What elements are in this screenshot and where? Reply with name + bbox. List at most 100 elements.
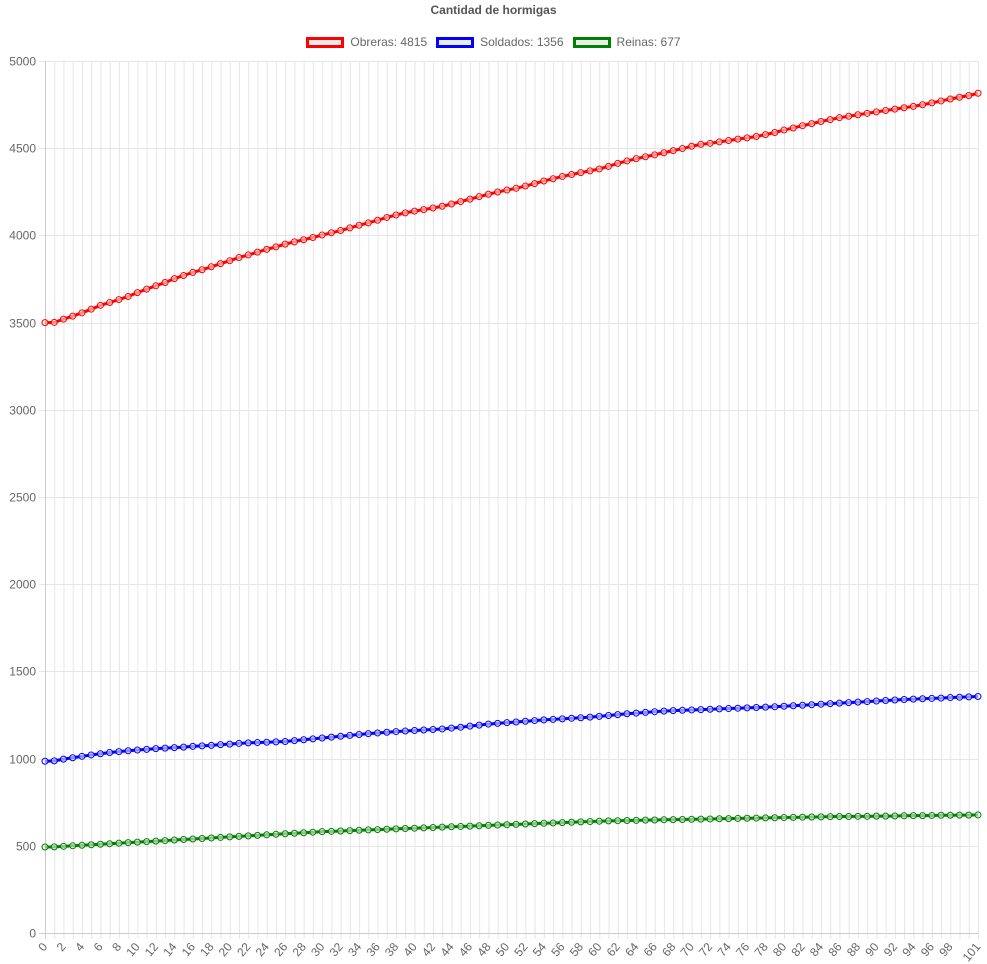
y-tick-label: 3500 — [9, 317, 36, 331]
x-tick-label: 88 — [844, 940, 864, 959]
data-point — [290, 737, 298, 745]
data-point — [946, 95, 954, 103]
data-point — [789, 702, 797, 710]
data-point — [281, 830, 289, 838]
data-point — [715, 138, 723, 146]
x-tick-label: 36 — [364, 940, 384, 959]
x-tick-label: 82 — [788, 940, 808, 959]
data-point — [475, 822, 483, 830]
data-point — [632, 816, 640, 824]
data-point — [808, 701, 816, 709]
data-point — [374, 826, 382, 834]
data-point — [494, 821, 502, 829]
data-point — [817, 813, 825, 821]
data-point — [180, 836, 188, 844]
data-point — [549, 715, 557, 723]
x-tick-label: 78 — [752, 940, 772, 959]
data-point — [447, 724, 455, 732]
data-point — [909, 812, 917, 820]
data-point — [420, 824, 428, 832]
data-point — [133, 289, 141, 297]
data-point — [69, 312, 77, 320]
data-point — [106, 299, 114, 307]
data-point — [715, 705, 723, 713]
data-point — [290, 829, 298, 837]
data-point — [50, 757, 58, 765]
data-point — [817, 700, 825, 708]
data-point — [355, 731, 363, 739]
chart-title: Cantidad de hormigas — [430, 3, 557, 17]
data-point — [115, 839, 123, 847]
y-tick-label: 1000 — [9, 753, 36, 767]
data-point — [503, 719, 511, 727]
data-point — [235, 254, 243, 262]
data-point — [641, 816, 649, 824]
data-point — [706, 705, 714, 713]
data-point — [956, 693, 964, 701]
data-point — [318, 231, 326, 239]
data-point — [540, 177, 548, 185]
legend-item-soldados[interactable]: Soldados: 1356 — [436, 35, 564, 49]
legend-item-reinas[interactable]: Reinas: 677 — [572, 35, 681, 49]
data-point — [743, 134, 751, 142]
data-point — [660, 149, 668, 157]
data-point — [457, 723, 465, 731]
data-point — [937, 694, 945, 702]
data-point — [715, 815, 723, 823]
data-point — [392, 728, 400, 736]
data-point — [143, 745, 151, 753]
data-point — [217, 833, 225, 841]
data-point — [826, 813, 834, 821]
data-point — [87, 751, 95, 759]
data-point — [106, 840, 114, 848]
data-point — [771, 129, 779, 136]
data-point — [771, 814, 779, 822]
data-point — [734, 704, 742, 712]
data-point — [752, 133, 760, 141]
data-point — [974, 811, 982, 819]
data-point — [383, 825, 391, 833]
data-point — [69, 754, 77, 762]
data-point — [161, 278, 169, 286]
data-point — [78, 309, 86, 317]
data-point — [180, 272, 188, 280]
data-point — [798, 701, 806, 709]
x-tick-label: 70 — [678, 940, 698, 959]
data-point — [771, 703, 779, 711]
data-point — [521, 182, 529, 190]
data-point — [928, 694, 936, 702]
data-point — [835, 699, 843, 707]
data-point — [965, 693, 973, 701]
data-point — [531, 717, 539, 725]
data-point — [401, 727, 409, 735]
data-point — [124, 839, 132, 847]
x-tick-label: 98 — [936, 940, 956, 959]
data-point — [946, 811, 954, 819]
legend-item-obreras[interactable]: Obreras: 4815 — [306, 35, 427, 49]
data-point — [678, 145, 686, 153]
data-point — [355, 221, 363, 229]
data-point — [762, 703, 770, 711]
data-point — [401, 209, 409, 217]
data-point — [817, 118, 825, 126]
data-point — [586, 818, 594, 826]
x-tick-label: 68 — [659, 940, 679, 959]
data-point — [226, 740, 234, 748]
data-point — [235, 739, 243, 747]
data-point — [189, 742, 197, 750]
data-point — [50, 318, 58, 326]
data-point — [725, 137, 733, 145]
data-point — [115, 296, 123, 304]
y-tick-label: 3000 — [9, 404, 36, 418]
x-tick-label: 46 — [456, 940, 476, 959]
data-point — [96, 750, 104, 758]
x-tick-label: 40 — [400, 940, 420, 959]
data-point — [909, 695, 917, 703]
data-point — [429, 204, 437, 212]
data-point — [900, 695, 908, 703]
data-point — [808, 120, 816, 128]
data-point — [826, 700, 834, 708]
data-point — [475, 721, 483, 729]
data-point — [568, 171, 576, 179]
